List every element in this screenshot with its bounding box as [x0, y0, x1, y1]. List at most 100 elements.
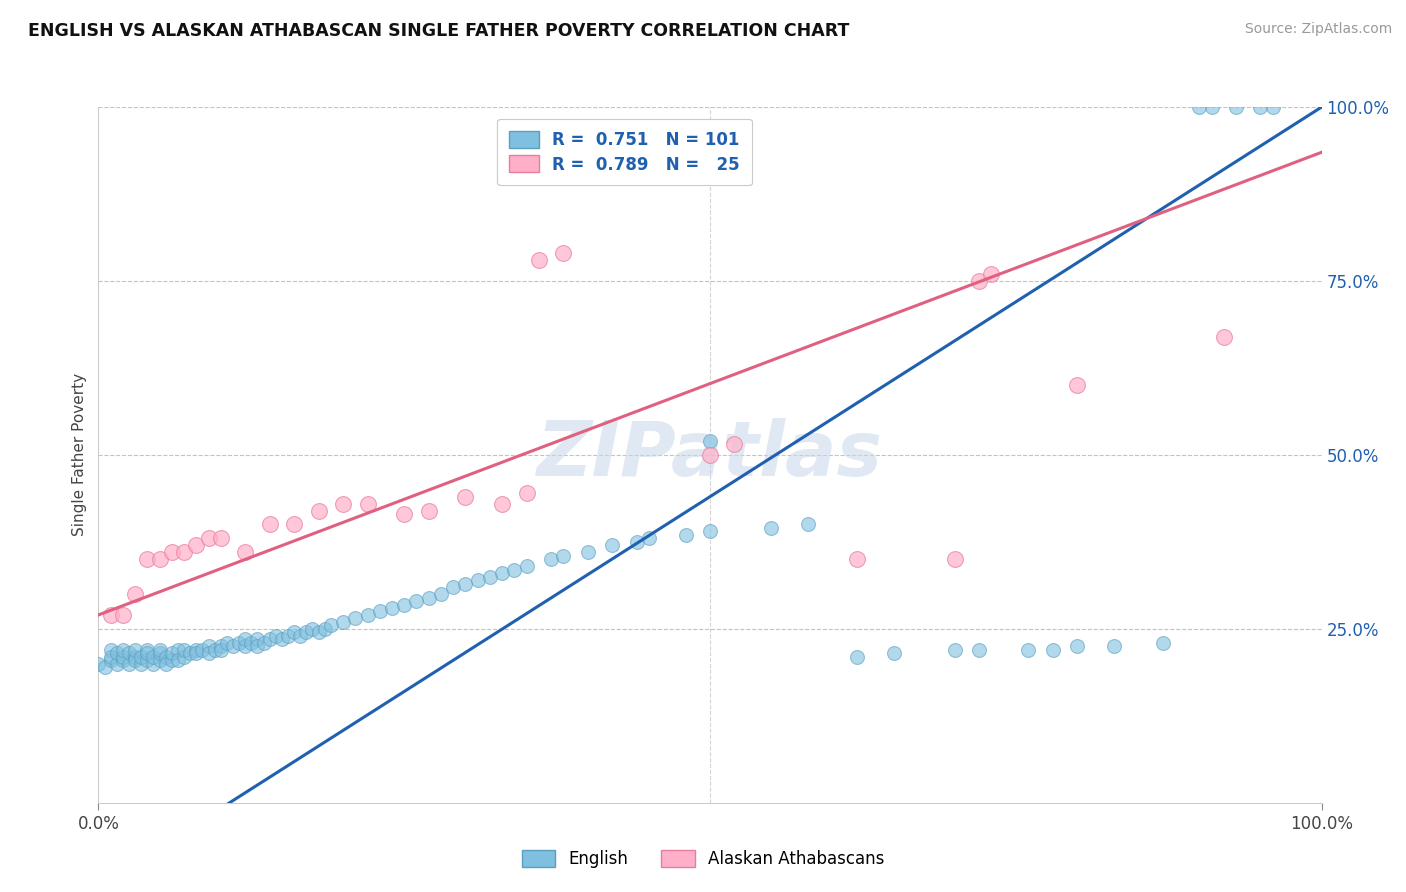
Point — [332, 497, 354, 511]
Point — [186, 538, 208, 552]
Point — [111, 642, 134, 657]
Point — [576, 545, 599, 559]
Point — [503, 563, 526, 577]
Point — [515, 486, 537, 500]
Point — [160, 653, 183, 667]
Point — [204, 642, 226, 657]
Point — [136, 552, 159, 566]
Point — [264, 629, 287, 643]
Point — [149, 552, 172, 566]
Point — [1066, 639, 1088, 653]
Point — [215, 636, 238, 650]
Point — [418, 591, 440, 605]
Point — [527, 253, 550, 268]
Point — [1066, 378, 1088, 392]
Point — [124, 653, 146, 667]
Point — [105, 646, 128, 660]
Point — [441, 580, 464, 594]
Point — [129, 657, 152, 671]
Point — [209, 639, 232, 653]
Text: ENGLISH VS ALASKAN ATHABASCAN SINGLE FATHER POVERTY CORRELATION CHART: ENGLISH VS ALASKAN ATHABASCAN SINGLE FAT… — [28, 22, 849, 40]
Point — [1042, 642, 1064, 657]
Point — [179, 646, 201, 660]
Point — [149, 646, 172, 660]
Point — [222, 639, 245, 653]
Point — [638, 532, 661, 546]
Point — [723, 437, 745, 451]
Point — [283, 625, 305, 640]
Point — [1188, 100, 1211, 114]
Point — [209, 642, 232, 657]
Point — [136, 642, 159, 657]
Text: ZIPatlas: ZIPatlas — [537, 418, 883, 491]
Point — [149, 642, 172, 657]
Point — [124, 642, 146, 657]
Point — [430, 587, 453, 601]
Point — [111, 653, 134, 667]
Point — [246, 632, 269, 647]
Point — [308, 503, 330, 517]
Point — [167, 653, 190, 667]
Point — [1102, 639, 1125, 653]
Point — [93, 660, 115, 674]
Point — [129, 649, 152, 664]
Text: Source: ZipAtlas.com: Source: ZipAtlas.com — [1244, 22, 1392, 37]
Point — [136, 653, 159, 667]
Point — [240, 636, 263, 650]
Point — [233, 632, 256, 647]
Point — [845, 552, 868, 566]
Point — [1261, 100, 1284, 114]
Point — [699, 448, 721, 462]
Point — [173, 642, 195, 657]
Point — [111, 649, 134, 664]
Point — [332, 615, 354, 629]
Point — [228, 636, 250, 650]
Point — [308, 625, 330, 640]
Point — [233, 639, 256, 653]
Point — [540, 552, 562, 566]
Point — [124, 587, 146, 601]
Point — [1249, 100, 1271, 114]
Point — [259, 632, 281, 647]
Point — [118, 657, 141, 671]
Point — [344, 611, 367, 625]
Point — [405, 594, 427, 608]
Point — [142, 649, 165, 664]
Point — [883, 646, 905, 660]
Point — [515, 559, 537, 574]
Point — [197, 646, 219, 660]
Point — [314, 622, 336, 636]
Point — [1152, 636, 1174, 650]
Point — [277, 629, 299, 643]
Point — [1201, 100, 1223, 114]
Point — [553, 549, 575, 563]
Point — [209, 532, 232, 546]
Point — [392, 598, 416, 612]
Point — [797, 517, 820, 532]
Point — [270, 632, 294, 647]
Point — [118, 646, 141, 660]
Point — [600, 538, 623, 552]
Point — [197, 639, 219, 653]
Point — [142, 657, 165, 671]
Point — [167, 642, 190, 657]
Point — [467, 573, 489, 587]
Point — [418, 503, 440, 517]
Point — [197, 532, 219, 546]
Point — [186, 646, 208, 660]
Point — [173, 545, 195, 559]
Point — [967, 642, 990, 657]
Point — [491, 566, 513, 581]
Point — [160, 646, 183, 660]
Point — [233, 545, 256, 559]
Point — [454, 490, 477, 504]
Point — [1017, 642, 1039, 657]
Point — [699, 434, 721, 448]
Point — [1225, 100, 1247, 114]
Point — [290, 629, 312, 643]
Point — [1212, 329, 1234, 343]
Point — [124, 649, 146, 664]
Point — [105, 657, 128, 671]
Point — [252, 636, 274, 650]
Legend: English, Alaskan Athabascans: English, Alaskan Athabascans — [515, 843, 891, 875]
